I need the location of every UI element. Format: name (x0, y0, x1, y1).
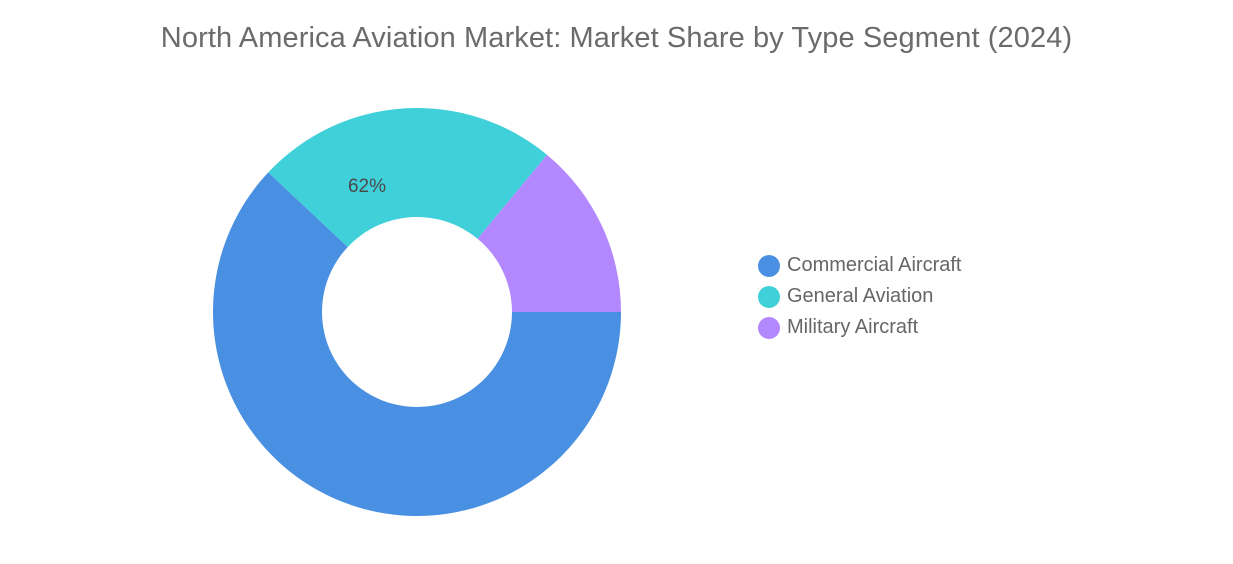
slice-commercial-aircraft[interactable] (213, 172, 621, 516)
legend-label-commercial-aircraft: Commercial Aircraft (787, 254, 962, 276)
legend-swatch-commercial-aircraft (758, 254, 780, 277)
donut-slices (213, 108, 621, 516)
legend-swatch-military-aircraft (758, 316, 780, 339)
legend-label-general-aviation: General Aviation (787, 285, 934, 307)
chart-title: North America Aviation Market: Market Sh… (160, 22, 1073, 54)
donut-data-labels: 62% (348, 176, 386, 197)
slice-general-aviation[interactable] (268, 108, 548, 247)
chart-legend: Commercial Aircraft General Aviation Mil… (758, 250, 961, 343)
legend-item-military-aircraft[interactable]: Military Aircraft (758, 312, 961, 343)
legend-label-military-aircraft: Military Aircraft (787, 316, 919, 338)
data-label-commercial-aircraft: 62% (348, 176, 386, 197)
legend-item-general-aviation[interactable]: General Aviation (758, 281, 961, 312)
legend-swatch-general-aviation (758, 285, 780, 308)
slice-military-aircraft[interactable] (477, 154, 621, 312)
legend-item-commercial-aircraft[interactable]: Commercial Aircraft (758, 250, 961, 281)
